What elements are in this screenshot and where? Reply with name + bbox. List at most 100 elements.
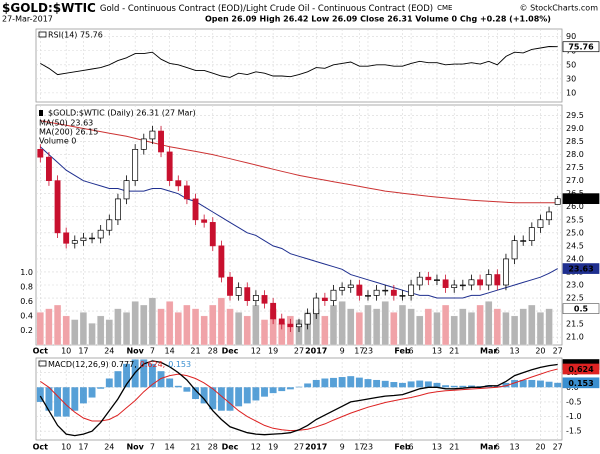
candle-body bbox=[37, 148, 44, 158]
y-tick-label: 0.8 bbox=[20, 282, 33, 291]
x-tick-label: 27 bbox=[553, 443, 563, 452]
x-tick-label: 17 bbox=[78, 443, 88, 452]
x-tick-label: 17 bbox=[354, 347, 364, 356]
y-tick-label: 29.5 bbox=[566, 111, 584, 120]
legend-icon bbox=[38, 360, 47, 367]
candle-body bbox=[123, 180, 130, 200]
volume-bar bbox=[183, 304, 191, 346]
value-box-label: 0.5 bbox=[574, 305, 589, 314]
volume-bar bbox=[200, 315, 208, 346]
candle-body bbox=[485, 274, 492, 286]
candle-body bbox=[63, 232, 70, 244]
volume-bar bbox=[485, 301, 493, 346]
candle-body bbox=[235, 287, 242, 296]
volume-bar bbox=[131, 301, 139, 346]
legend-icon bbox=[38, 31, 47, 38]
volume-bar bbox=[226, 308, 234, 346]
histogram-bar bbox=[97, 387, 105, 389]
y-tick-label: 26.0 bbox=[566, 202, 584, 211]
y-tick-label: 24.5 bbox=[566, 241, 584, 250]
histogram-bar bbox=[528, 379, 536, 388]
candle-body bbox=[321, 297, 328, 302]
histogram-bar bbox=[209, 387, 217, 410]
legend-label: MACD(12,26,9) 0.777, bbox=[48, 360, 137, 369]
x-tick-label: Mar bbox=[480, 443, 497, 452]
value-box bbox=[562, 363, 600, 375]
volume-bar bbox=[467, 312, 476, 346]
candle-body bbox=[459, 284, 466, 287]
x-tick-label: Nov bbox=[126, 347, 144, 356]
x-tick-label: Feb bbox=[394, 347, 411, 356]
candle-body bbox=[296, 323, 302, 328]
volume-bar bbox=[416, 315, 424, 346]
x-tick-label: 27 bbox=[553, 347, 563, 356]
date: 27-Mar-2017 bbox=[2, 15, 53, 24]
candle-body bbox=[390, 289, 397, 296]
histogram-bar bbox=[442, 385, 450, 388]
header-line: $GOLD:$WTIC Gold - Continuous Contract (E… bbox=[2, 1, 452, 15]
histogram-bar bbox=[243, 387, 251, 404]
x-tick-label: 13 bbox=[432, 347, 442, 356]
candle-body bbox=[132, 148, 139, 182]
candle-body bbox=[537, 219, 544, 228]
candle-body bbox=[71, 240, 78, 244]
x-tick-label: Oct bbox=[33, 443, 49, 452]
histogram-bar bbox=[519, 379, 527, 388]
x-tick-label: 6 bbox=[409, 347, 414, 356]
candle-body bbox=[528, 227, 535, 242]
y-tick-label: 21.0 bbox=[566, 333, 584, 342]
y-tick-label: 0.4 bbox=[20, 311, 33, 320]
y-tick-label: 0.2 bbox=[20, 326, 33, 335]
histogram-bar bbox=[166, 378, 174, 388]
histogram-bar bbox=[493, 385, 501, 388]
x-tick-label: 21 bbox=[449, 443, 459, 452]
candle-body bbox=[140, 138, 147, 150]
volume-bar bbox=[45, 308, 53, 346]
volume-bar bbox=[122, 312, 131, 346]
candle-body bbox=[261, 295, 268, 304]
histogram-bar bbox=[433, 382, 441, 388]
volume-bar bbox=[373, 308, 381, 346]
histogram-bar bbox=[183, 387, 191, 392]
volume-bar bbox=[519, 308, 527, 346]
histogram-bar bbox=[105, 378, 113, 388]
candle-body bbox=[270, 302, 277, 320]
candle-body bbox=[382, 289, 389, 292]
histogram-bar bbox=[330, 377, 337, 388]
y-tick-label: -0.5 bbox=[566, 397, 582, 406]
y-tick-label: 24.0 bbox=[566, 254, 584, 263]
candle-body bbox=[201, 219, 208, 223]
volume-bar bbox=[62, 315, 70, 346]
histogram-bar bbox=[36, 387, 44, 402]
x-tick-label: Mar bbox=[480, 347, 497, 356]
legend-label: MA(200) 26.15 bbox=[39, 128, 98, 137]
candle-body bbox=[218, 245, 225, 278]
candle-body bbox=[209, 222, 216, 247]
x-tick-label: 10 bbox=[61, 347, 71, 356]
x-tick-label: Oct bbox=[33, 347, 49, 356]
credit: © StockCharts.com bbox=[520, 4, 599, 13]
x-tick-label: 23 bbox=[363, 443, 373, 452]
candle-body bbox=[89, 237, 95, 240]
candle-body bbox=[304, 313, 311, 325]
value-box bbox=[562, 377, 600, 389]
candle-body bbox=[373, 289, 380, 296]
y-tick-label: 30 bbox=[566, 74, 576, 83]
x-tick-label: 13 bbox=[509, 347, 519, 356]
y-tick-label: 90 bbox=[566, 32, 576, 41]
x-tick-label: 19 bbox=[268, 347, 278, 356]
legend-icon bbox=[39, 110, 43, 116]
x-tick-label: 24 bbox=[104, 443, 114, 452]
value-box-label: 23.63 bbox=[568, 265, 593, 274]
value-box bbox=[562, 193, 600, 205]
histogram-bar bbox=[338, 377, 346, 388]
volume-bar bbox=[545, 308, 553, 346]
candle-body bbox=[45, 156, 52, 182]
histogram-bar bbox=[123, 363, 130, 388]
histogram-bar bbox=[450, 385, 458, 388]
histogram-bar bbox=[45, 387, 53, 411]
y-tick-label: -1.5 bbox=[566, 427, 582, 436]
candle-body bbox=[183, 185, 190, 200]
value-box bbox=[562, 303, 600, 314]
x-tick-label: 14 bbox=[165, 443, 175, 452]
